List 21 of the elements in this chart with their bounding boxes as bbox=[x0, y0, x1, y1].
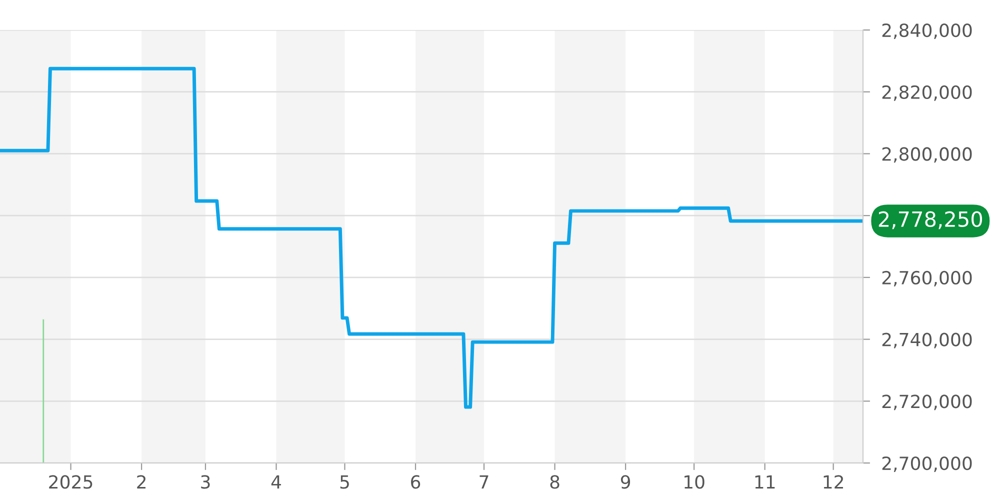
y-tick-label: 2,800,000 bbox=[882, 147, 972, 163]
y-tick-label: 2,820,000 bbox=[882, 85, 972, 101]
annotation: 2,778,250 bbox=[878, 211, 982, 230]
x-tick-label: 11 bbox=[755, 475, 775, 489]
x-tick-label: 10 bbox=[684, 475, 704, 489]
x-tick-label: 12 bbox=[824, 475, 843, 489]
x-tick-label: 7 bbox=[480, 475, 488, 489]
y-tick-label: 2,720,000 bbox=[882, 394, 972, 410]
x-tick-label: 9 bbox=[620, 475, 630, 489]
y-tick-label: 2,700,000 bbox=[882, 456, 972, 472]
x-tick-label: 2025 bbox=[49, 475, 92, 489]
y-tick-label: 2,840,000 bbox=[882, 23, 972, 39]
y-tick-label: 2,740,000 bbox=[882, 332, 972, 348]
line-series bbox=[0, 66, 862, 409]
x-tick-label: 8 bbox=[550, 475, 560, 489]
y-tick-label: 2,760,000 bbox=[882, 270, 972, 286]
x-tick-label: 2 bbox=[137, 475, 146, 489]
x-tick-label: 6 bbox=[411, 475, 420, 489]
x-tick-label: 4 bbox=[271, 475, 281, 489]
x-tick-label: 3 bbox=[201, 475, 210, 489]
x-tick-label: 5 bbox=[340, 475, 349, 489]
